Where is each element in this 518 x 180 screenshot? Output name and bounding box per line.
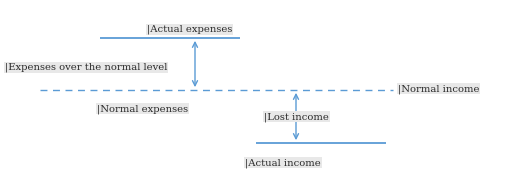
Text: |Normal expenses: |Normal expenses xyxy=(97,104,188,114)
Text: |Actual expenses: |Actual expenses xyxy=(147,25,233,35)
Text: |Normal income: |Normal income xyxy=(398,84,480,93)
Text: |Expenses over the normal level: |Expenses over the normal level xyxy=(5,63,167,73)
Text: |Actual income: |Actual income xyxy=(245,158,321,168)
Text: |Lost income: |Lost income xyxy=(264,112,329,122)
